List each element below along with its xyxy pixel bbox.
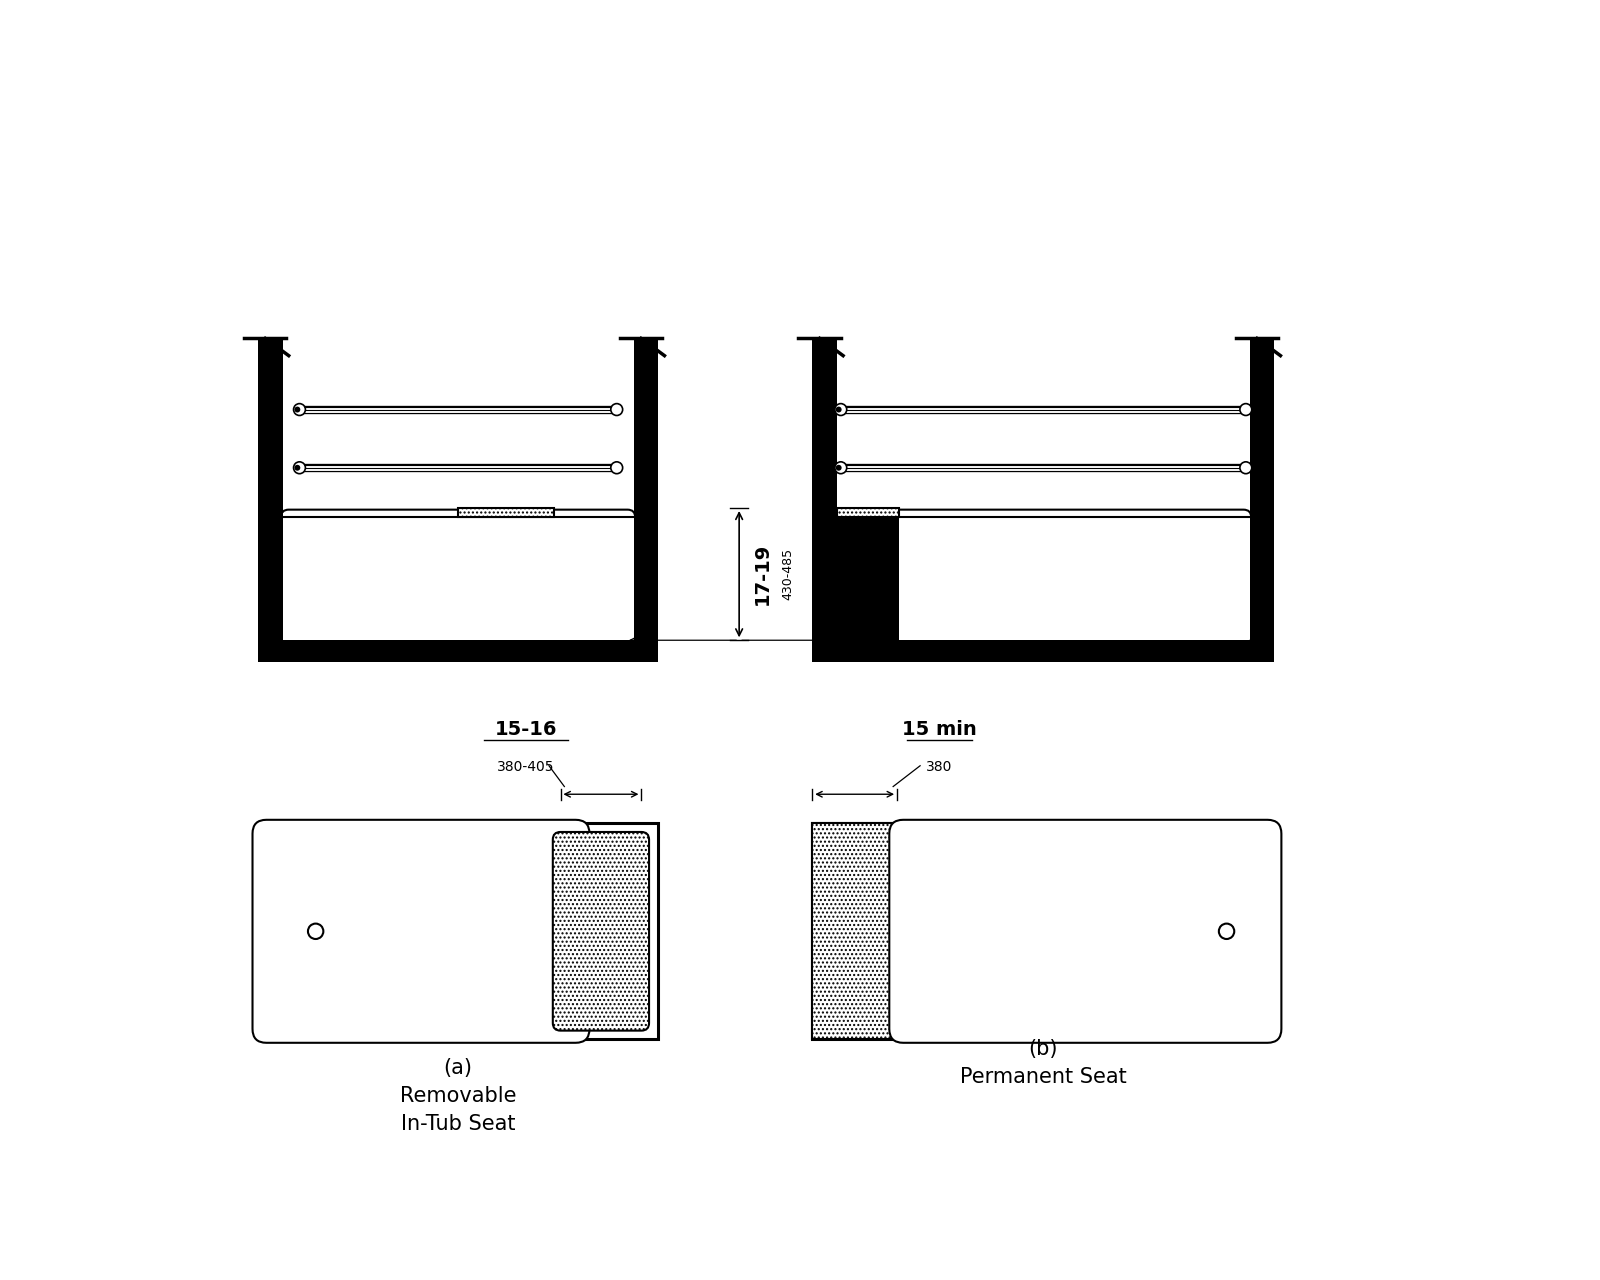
Bar bbox=[258, 640, 658, 662]
Bar bbox=[813, 338, 837, 662]
Text: 430-485: 430-485 bbox=[781, 548, 795, 600]
FancyBboxPatch shape bbox=[253, 819, 589, 1043]
Text: 380-405: 380-405 bbox=[498, 760, 555, 774]
Circle shape bbox=[1219, 924, 1234, 940]
Bar bbox=[813, 640, 1274, 662]
FancyBboxPatch shape bbox=[282, 509, 635, 645]
Bar bbox=[837, 508, 899, 517]
Circle shape bbox=[835, 462, 846, 474]
Bar bbox=[1250, 338, 1274, 662]
Circle shape bbox=[611, 462, 622, 474]
Bar bbox=[634, 338, 658, 662]
Text: 15-16: 15-16 bbox=[494, 719, 557, 739]
Bar bbox=[258, 338, 283, 662]
Circle shape bbox=[835, 407, 842, 412]
Bar bbox=[813, 823, 898, 1039]
Text: 15 min: 15 min bbox=[902, 719, 976, 739]
Text: (a)
Removable
In-Tub Seat: (a) Removable In-Tub Seat bbox=[400, 1059, 517, 1134]
Circle shape bbox=[1240, 403, 1251, 416]
Text: 17-19: 17-19 bbox=[754, 543, 773, 605]
Circle shape bbox=[307, 924, 323, 940]
Bar bbox=[258, 823, 658, 1039]
Circle shape bbox=[293, 462, 306, 474]
Circle shape bbox=[835, 403, 846, 416]
FancyBboxPatch shape bbox=[890, 819, 1282, 1043]
Text: 380: 380 bbox=[926, 760, 952, 774]
FancyBboxPatch shape bbox=[835, 509, 1251, 645]
Circle shape bbox=[294, 465, 301, 471]
Text: (b)
Permanent Seat: (b) Permanent Seat bbox=[960, 1039, 1126, 1087]
Circle shape bbox=[294, 407, 301, 412]
Circle shape bbox=[1240, 462, 1251, 474]
Bar bbox=[837, 508, 899, 640]
Circle shape bbox=[611, 403, 622, 416]
Circle shape bbox=[835, 465, 842, 471]
FancyBboxPatch shape bbox=[554, 832, 650, 1030]
Bar bbox=[813, 823, 1274, 1039]
Bar bbox=[458, 508, 554, 517]
Circle shape bbox=[293, 403, 306, 416]
